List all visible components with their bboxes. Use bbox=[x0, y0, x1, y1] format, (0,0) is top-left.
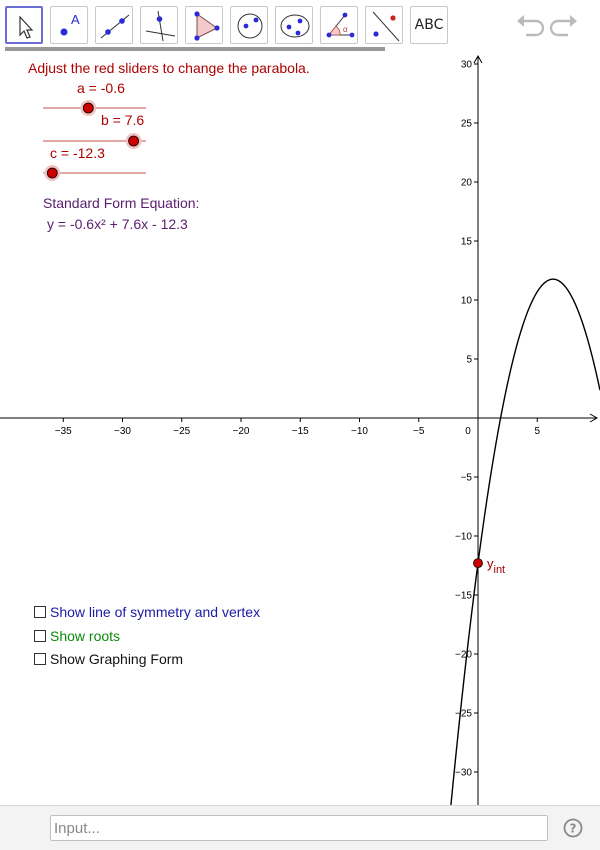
undo-icon[interactable] bbox=[514, 12, 544, 38]
tick-marks: −35 −30 −25 −20 −15 −10 −5 5 0 −30 −25 −20 −15 −10 −5 5… bbox=[55, 60, 541, 779]
checkbox-symmetry-row[interactable]: Show line of symmetry and vertex bbox=[34, 604, 260, 620]
x-tick-label: −35 bbox=[55, 426, 72, 437]
y-axis-arrow bbox=[473, 54, 483, 64]
reflect-icon bbox=[372, 11, 400, 42]
y-tick-label: 25 bbox=[461, 119, 473, 130]
checkbox-symmetry-label[interactable]: Show line of symmetry and vertex bbox=[50, 604, 261, 620]
circle-icon bbox=[237, 13, 263, 39]
text-icon: ABC bbox=[414, 17, 444, 33]
parabola-curve[interactable] bbox=[447, 278, 600, 805]
text-tool-button[interactable]: ABC bbox=[410, 6, 448, 44]
help-question-icon[interactable]: ? bbox=[563, 818, 583, 838]
y-tick-label: 5 bbox=[466, 355, 472, 366]
y-tick-label: −15 bbox=[455, 591, 472, 602]
point-tool-button[interactable]: A bbox=[50, 6, 88, 44]
svg-text:?: ? bbox=[570, 822, 577, 836]
angle-tool-alpha: α bbox=[343, 25, 348, 34]
algebra-input-field[interactable] bbox=[50, 815, 548, 841]
perpendicular-icon bbox=[145, 10, 176, 42]
input-bar: ? bbox=[0, 805, 600, 850]
ellipse-icon bbox=[280, 14, 310, 38]
x-tick-label: 5 bbox=[534, 426, 540, 437]
slider-b[interactable] bbox=[40, 129, 150, 153]
line-icon bbox=[100, 14, 130, 39]
y-tick-label: 20 bbox=[461, 178, 473, 189]
move-tool-button[interactable] bbox=[5, 6, 43, 44]
y-tick-label: −10 bbox=[455, 532, 472, 543]
x-tick-label: −20 bbox=[233, 426, 250, 437]
y-tick-label: 10 bbox=[461, 296, 473, 307]
y-intercept-label: yint bbox=[487, 556, 505, 576]
x-tick-label: −15 bbox=[292, 426, 309, 437]
x-tick-label: −10 bbox=[351, 426, 368, 437]
y-intercept-label-main: y bbox=[487, 556, 494, 571]
y-tick-label: 30 bbox=[461, 60, 473, 71]
redo-icon[interactable] bbox=[550, 12, 580, 38]
polygon-icon bbox=[194, 11, 220, 41]
checkbox-graphing-form[interactable] bbox=[34, 653, 46, 665]
point-tool-letter: A bbox=[71, 12, 80, 27]
axes bbox=[0, 54, 599, 805]
x-tick-label: −5 bbox=[413, 426, 425, 437]
checkbox-roots-row[interactable]: Show roots bbox=[34, 628, 120, 644]
y-tick-label: 15 bbox=[461, 237, 473, 248]
x-axis-arrow bbox=[589, 413, 599, 423]
y-tick-label: −5 bbox=[461, 473, 473, 484]
y-tick-label: −30 bbox=[455, 768, 472, 779]
checkbox-graphing-form-label[interactable]: Show Graphing Form bbox=[50, 651, 184, 667]
origin-label: 0 bbox=[465, 426, 471, 437]
checkbox-symmetry[interactable] bbox=[34, 606, 46, 618]
perpendicular-line-tool-button[interactable] bbox=[140, 6, 178, 44]
x-tick-label: −25 bbox=[173, 426, 190, 437]
line-tool-button[interactable] bbox=[95, 6, 133, 44]
graphics-view[interactable]: −35 −30 −25 −20 −15 −10 −5 5 0 −30 −25 −20 −15 −10 −5 5… bbox=[0, 50, 600, 805]
checkbox-roots-label[interactable]: Show roots bbox=[50, 628, 121, 644]
angle-tool-button[interactable]: α bbox=[320, 6, 358, 44]
ellipse-tool-button[interactable] bbox=[275, 6, 313, 44]
checkbox-roots[interactable] bbox=[34, 630, 46, 642]
toolbar-scroll-indicator bbox=[5, 47, 385, 51]
y-tick-label: −25 bbox=[455, 709, 472, 720]
y-tick-label: −20 bbox=[455, 650, 472, 661]
slider-a[interactable] bbox=[40, 96, 150, 120]
y-intercept-label-sub: int bbox=[494, 564, 506, 576]
point-icon: A bbox=[60, 12, 80, 36]
slider-c[interactable] bbox=[40, 161, 150, 185]
polygon-tool-button[interactable] bbox=[185, 6, 223, 44]
circle-tool-button[interactable] bbox=[230, 6, 268, 44]
reflect-tool-button[interactable] bbox=[365, 6, 403, 44]
y-intercept-point[interactable] bbox=[473, 558, 483, 569]
x-tick-label: −30 bbox=[114, 426, 131, 437]
cursor-arrow-icon bbox=[19, 15, 34, 39]
checkbox-graphing-form-row[interactable]: Show Graphing Form bbox=[34, 651, 183, 667]
toolbar: A bbox=[0, 0, 600, 51]
angle-icon: α bbox=[326, 12, 355, 38]
